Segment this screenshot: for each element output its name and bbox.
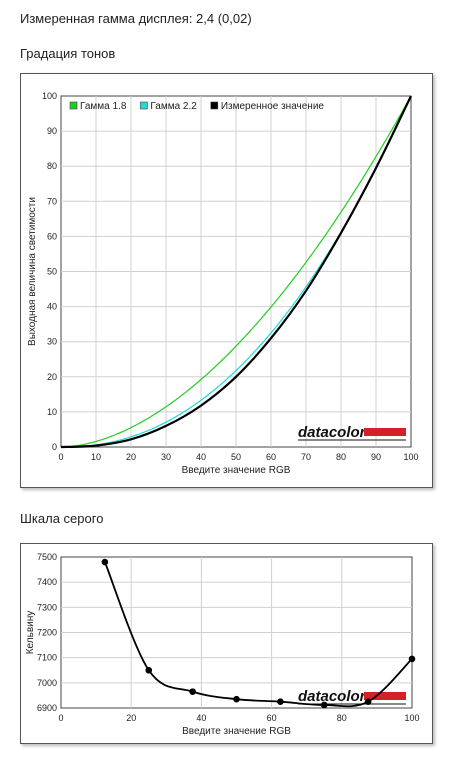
gray-scale-chart: 0 20 40 60 80 100 6900 7000 7100 7200 7300 7400 7500… xyxy=(25,552,420,737)
x-axis-label: Введите значение RGB xyxy=(182,726,291,737)
x-tick-label: 0 xyxy=(58,452,63,462)
y-tick-label: 7100 xyxy=(37,653,57,663)
y-tick-label: 20 xyxy=(47,372,57,382)
kelvin-data-point xyxy=(101,558,109,566)
y-tick-label: 7000 xyxy=(37,678,57,688)
x-tick-label: 60 xyxy=(266,452,276,462)
datacolor-logo-text: datacolor xyxy=(298,424,367,441)
kelvin-data-point xyxy=(364,698,372,706)
kelvin-data-point xyxy=(233,695,240,703)
legend-label-2: Гамма 2.2 xyxy=(150,101,197,112)
x-tick-label: 0 xyxy=(58,713,63,723)
y-tick-label: 40 xyxy=(47,302,57,312)
y-tick-label: 0 xyxy=(52,442,57,452)
y-tick-label: 50 xyxy=(47,267,57,277)
y-tick-label: 6900 xyxy=(37,703,57,713)
gray-section-title: Шкала серого xyxy=(20,511,104,526)
x-tick-label: 20 xyxy=(126,452,136,462)
y-tick-label: 7500 xyxy=(37,552,57,562)
x-tick-label: 50 xyxy=(231,452,241,462)
y-tick-label: 7200 xyxy=(37,628,57,638)
x-tick-label: 40 xyxy=(196,713,206,723)
x-tick-label: 60 xyxy=(267,713,277,723)
tone-chart: 0 10 20 30 40 50 60 70 80 90 100 0 10 20 30 40 50 60 70 80 9… xyxy=(27,91,419,476)
x-tick-label: 20 xyxy=(126,713,136,723)
legend-label-1: Гамма 1.8 xyxy=(80,101,127,112)
y-tick-label: 10 xyxy=(47,407,57,417)
y-tick-label: 60 xyxy=(47,231,57,241)
legend-swatch-1 xyxy=(69,101,78,110)
kelvin-data-point xyxy=(320,701,328,709)
x-tick-label: 70 xyxy=(301,452,311,462)
kelvin-data-point xyxy=(277,698,284,706)
x-tick-label: 40 xyxy=(196,452,206,462)
x-tick-label: 100 xyxy=(404,713,419,723)
x-tick-label: 10 xyxy=(91,452,101,462)
y-axis-label: Кельвину xyxy=(25,611,36,655)
series-line-1 xyxy=(60,95,412,448)
y-tick-label: 7300 xyxy=(37,602,57,612)
x-tick-label: 100 xyxy=(403,452,418,462)
legend-label-3: Измеренное значение xyxy=(221,101,325,112)
x-axis-label: Введите значение RGB xyxy=(182,465,291,476)
y-tick-label: 7400 xyxy=(37,577,57,587)
datacolor-logo-text: datacolor xyxy=(298,688,367,705)
tone-chart-frame: 0 10 20 30 40 50 60 70 80 90 100 0 10 20 30 40 50 60 70 80 9… xyxy=(20,73,433,488)
y-tick-label: 70 xyxy=(47,196,57,206)
datacolor-logo-bar xyxy=(364,692,406,700)
series-line-3 xyxy=(60,95,412,449)
y-axis-label: Выходная величина светимости xyxy=(27,197,38,346)
legend-swatch-3 xyxy=(210,101,219,110)
y-tick-label: 90 xyxy=(47,126,57,136)
kelvin-data-point xyxy=(145,666,153,674)
x-tick-label: 90 xyxy=(371,452,381,462)
gray-chart-frame: 0 20 40 60 80 100 6900 7000 7100 7200 7300 7400 7500… xyxy=(20,543,433,744)
kelvin-data-point xyxy=(408,655,416,663)
y-tick-label: 100 xyxy=(42,91,57,101)
y-tick-label: 80 xyxy=(47,161,57,171)
y-tick-label: 30 xyxy=(47,337,57,347)
gamma-heading: Измеренная гамма дисплея: 2,4 (0,02) xyxy=(20,11,252,26)
x-tick-label: 80 xyxy=(337,713,347,723)
x-tick-label: 30 xyxy=(161,452,171,462)
legend-swatch-2 xyxy=(140,101,148,110)
datacolor-logo-bar xyxy=(364,428,406,436)
tone-section-title: Градация тонов xyxy=(20,46,116,61)
x-tick-label: 80 xyxy=(336,452,346,462)
kelvin-data-point xyxy=(189,688,196,695)
